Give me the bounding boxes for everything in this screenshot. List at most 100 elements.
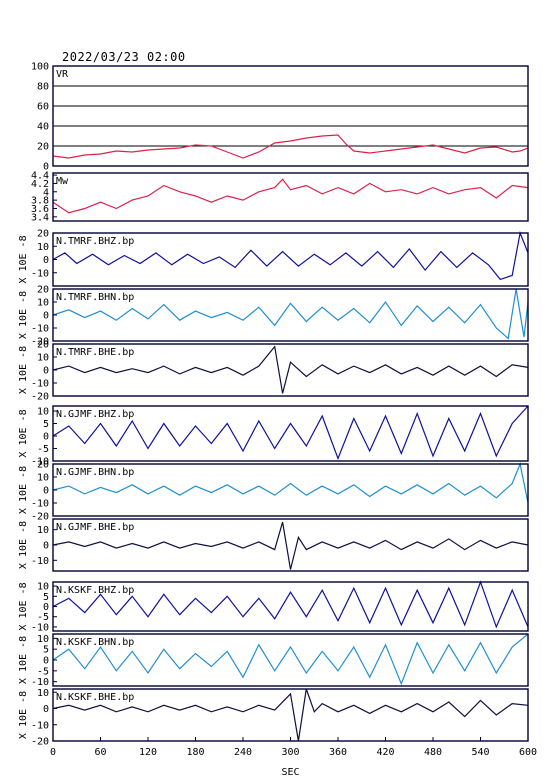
y-tick-label: 0	[43, 162, 49, 173]
y-tick-label: -10	[31, 499, 49, 510]
x-tick-label: 60	[94, 747, 106, 758]
y-tick-label: 10	[37, 688, 49, 699]
x-tick-label: 540	[471, 747, 489, 758]
y-tick-label: -20	[31, 512, 49, 523]
y-tick-label: -10	[31, 556, 49, 567]
trace-line	[52, 230, 529, 281]
y-tick-label: 5	[43, 419, 49, 430]
panel-6: -20 -10 0 10 20 N.GJMF.BHN.bp X 10E -8	[18, 460, 529, 523]
trace-line	[52, 405, 529, 461]
panel-name: N.GJMF.BHN.bp	[56, 467, 134, 478]
x-tick-label: 180	[186, 747, 204, 758]
trace-line	[52, 521, 529, 570]
y-axis-label: X 10E -8	[18, 582, 29, 630]
panel-7: -10 0 10 N.GJMF.BHE.bp X 10E -8	[18, 518, 529, 572]
y-tick-label: -20	[31, 737, 49, 748]
y-axis-label: X 10E -8	[18, 636, 29, 684]
x-tick-label: 120	[139, 747, 157, 758]
y-tick-label: 0	[43, 432, 49, 443]
y-tick-label: 3.6	[31, 204, 49, 215]
trace-line	[52, 633, 529, 686]
y-tick-label: 10	[37, 242, 49, 253]
panel-name: N.TMRF.BHN.bp	[56, 292, 134, 303]
panel-name: VR	[56, 69, 69, 80]
y-tick-label: -5	[37, 444, 49, 455]
y-tick-label: 5	[43, 592, 49, 603]
y-tick-label: 40	[37, 122, 49, 133]
panel-3: -20 -10 0 10 20 N.TMRF.BHN.bp X 10E -8	[18, 285, 529, 348]
y-tick-label: 60	[37, 102, 49, 113]
y-tick-label: 20	[37, 340, 49, 351]
y-tick-label: 20	[37, 142, 49, 153]
y-axis-label: X 10E -8	[18, 291, 29, 339]
x-tick-label: 300	[281, 747, 299, 758]
x-tick-label: 0	[50, 747, 56, 758]
panel-5: -10 -50 510 N.GJMF.BHZ.bp X 10E -8	[18, 405, 529, 468]
x-tick-label: 600	[519, 747, 537, 758]
y-tick-label: 0	[43, 541, 49, 552]
panel-name: N.KSKF.BHN.bp	[56, 637, 134, 648]
y-tick-label: 10	[37, 298, 49, 309]
y-tick-label: -10	[31, 677, 49, 688]
y-tick-label: -10	[31, 457, 49, 468]
y-tick-label: 20	[37, 229, 49, 240]
panel-frame	[52, 405, 529, 462]
y-tick-label: 3.8	[31, 196, 49, 207]
y-tick-label: 0	[43, 704, 49, 715]
y-tick-label: 0	[43, 602, 49, 613]
panel-name: N.GJMF.BHE.bp	[56, 522, 134, 533]
y-tick-label: 0	[43, 486, 49, 497]
y-tick-label: 20	[37, 460, 49, 471]
panel-4: -20 -10 0 10 20 N.TMRF.BHE.bp X 10E -8	[18, 340, 529, 403]
y-tick-label: -5	[37, 666, 49, 677]
panel-name: N.TMRF.BHZ.bp	[56, 236, 134, 247]
y-tick-label: -20	[31, 392, 49, 403]
x-tick-label: 420	[376, 747, 394, 758]
y-axis-label: X 10E -8	[18, 235, 29, 283]
y-tick-label: 4.4	[31, 171, 49, 182]
y-tick-label: 4	[43, 187, 49, 198]
panel-name: N.KSKF.BHZ.bp	[56, 585, 134, 596]
x-axis-label: SEC	[281, 767, 299, 778]
y-axis-label: X 10E -8	[18, 346, 29, 394]
panel-name: N.TMRF.BHE.bp	[56, 347, 134, 358]
chart-title: 2022/03/23 02:00	[62, 50, 186, 64]
trace-line	[52, 461, 529, 504]
panel-name: N.GJMF.BHZ.bp	[56, 409, 134, 420]
y-tick-label: 4.2	[31, 179, 49, 190]
panel-frame	[52, 65, 529, 167]
trace-line	[52, 178, 529, 214]
y-tick-label: 0	[43, 366, 49, 377]
y-tick-label: 10	[37, 582, 49, 593]
y-tick-label: 3.4	[31, 212, 49, 223]
y-tick-label: 100	[31, 62, 49, 73]
y-tick-label: -10	[31, 324, 49, 335]
y-tick-label: 10	[37, 353, 49, 364]
x-tick-label: 240	[234, 747, 252, 758]
y-axis-label: X 10E -8	[18, 691, 29, 739]
y-tick-label: 10	[37, 634, 49, 645]
y-tick-label: -10	[31, 379, 49, 390]
y-tick-label: 0	[43, 656, 49, 667]
panel-10: -20 -10 0 10 N.KSKF.BHE.bp X 10E -8	[18, 688, 529, 748]
y-axis-label: X 10E -8	[18, 409, 29, 457]
y-tick-label: -20	[31, 337, 49, 348]
panel-2: -10 0 10 20 N.TMRF.BHZ.bp X 10E -8	[18, 229, 529, 287]
y-tick-label: 5	[43, 645, 49, 656]
trace-line	[52, 345, 529, 394]
y-tick-label: -10	[31, 268, 49, 279]
panel-name: Mw	[56, 176, 69, 187]
trace-line	[52, 288, 529, 340]
y-axis-label: X 10E -8	[18, 521, 29, 569]
y-tick-label: -5	[37, 612, 49, 623]
y-tick-label: 0	[43, 311, 49, 322]
panel-1: 3.43.63.844.24.4 Mw	[31, 171, 529, 223]
y-tick-label: -10	[31, 720, 49, 731]
y-tick-label: 10	[37, 473, 49, 484]
y-tick-label: -10	[31, 622, 49, 633]
y-tick-label: 20	[37, 285, 49, 296]
y-axis-label: X 10E -8	[18, 466, 29, 514]
